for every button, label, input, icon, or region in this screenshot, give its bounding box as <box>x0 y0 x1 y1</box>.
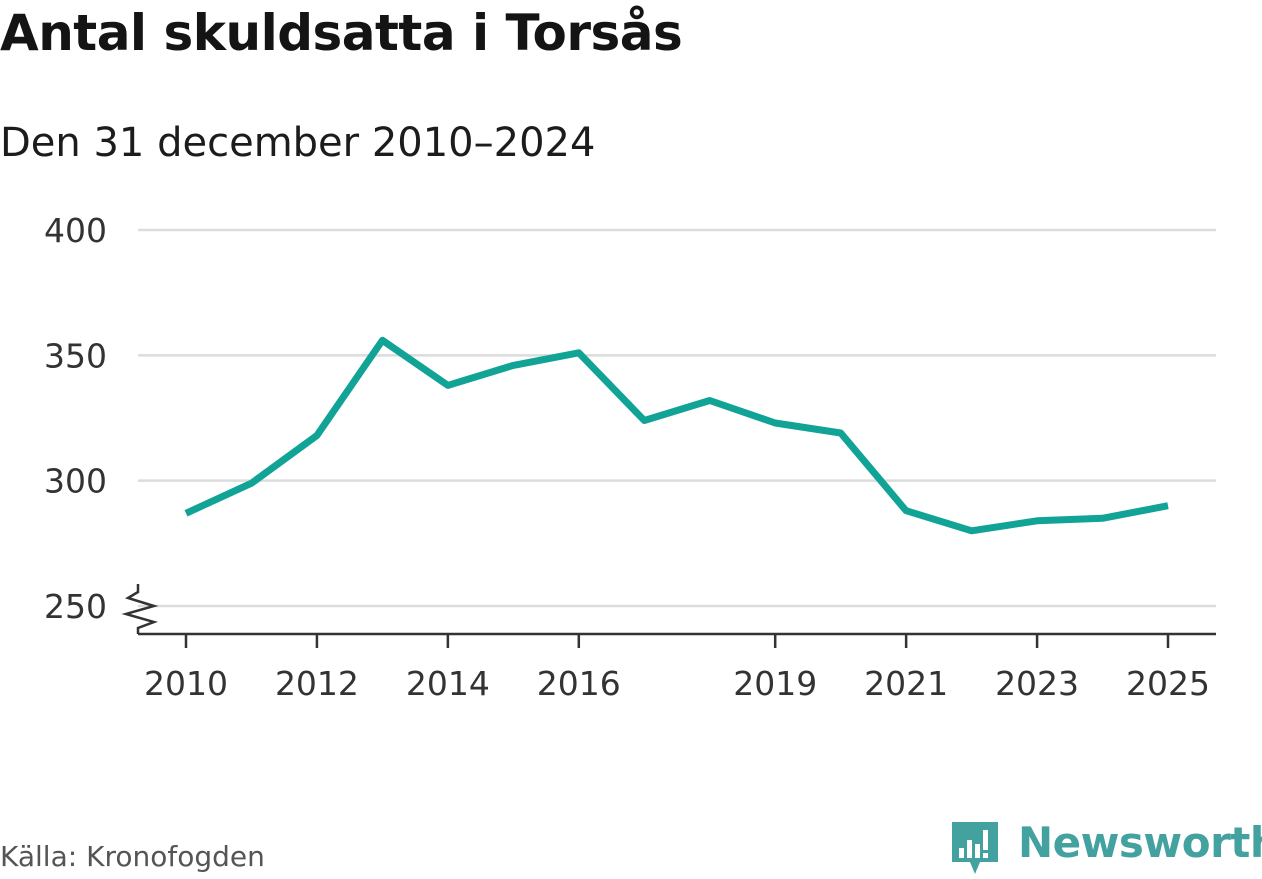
data-point-2014 <box>444 382 451 389</box>
data-point-2019 <box>772 420 779 427</box>
data-point-2011 <box>248 480 255 487</box>
x-tick-label-2010: 2010 <box>144 664 228 703</box>
y-tick-label-250: 250 <box>44 587 107 626</box>
data-point-2020 <box>837 430 844 437</box>
gridlines <box>138 228 1216 608</box>
x-tick-label-2014: 2014 <box>406 664 490 703</box>
chart-subtitle: Den 31 december 2010–2024 <box>0 120 596 166</box>
x-tick-label-2021: 2021 <box>864 664 948 703</box>
brand-name: Newsworthy <box>1018 818 1262 867</box>
data-point-2013 <box>379 337 386 344</box>
data-point-2012 <box>313 432 320 439</box>
x-tick-label-2019: 2019 <box>733 664 817 703</box>
y-tick-label-400: 400 <box>44 211 107 250</box>
data-point-2016 <box>575 349 582 356</box>
data-point-2025 <box>1165 502 1172 509</box>
data-point-2023 <box>1034 517 1041 524</box>
data-point-2015 <box>510 362 517 369</box>
newsworthy-logo[interactable]: Newsworthy <box>950 818 1262 878</box>
data-point-2021 <box>903 507 910 514</box>
data-point-2010 <box>183 510 190 517</box>
data-point-2022 <box>968 527 975 534</box>
y-tick-label-300: 300 <box>44 462 107 501</box>
chart-title: Antal skuldsatta i Torsås <box>0 4 683 62</box>
x-axis-tick-labels: 2010 2012 2014 2016 2019 2021 2023 2025 <box>144 664 1210 703</box>
y-tick-label-350: 350 <box>44 336 107 375</box>
data-point-2017 <box>641 417 648 424</box>
data-series <box>183 336 1172 535</box>
x-tick-label-2016: 2016 <box>537 664 621 703</box>
x-tick-label-2025: 2025 <box>1126 664 1210 703</box>
x-tick-label-2012: 2012 <box>275 664 359 703</box>
y-axis-tick-labels: 250 300 350 400 <box>44 211 107 626</box>
axis-break-mark <box>121 584 159 634</box>
x-axis <box>121 584 1216 648</box>
data-point-2018 <box>706 397 713 404</box>
bar-chart-speech-bubble-icon <box>952 822 998 874</box>
data-point-2024 <box>1099 515 1106 522</box>
series-line <box>184 336 1169 535</box>
source-note: Källa: Kronofogden <box>0 840 265 873</box>
x-tick-label-2023: 2023 <box>995 664 1079 703</box>
